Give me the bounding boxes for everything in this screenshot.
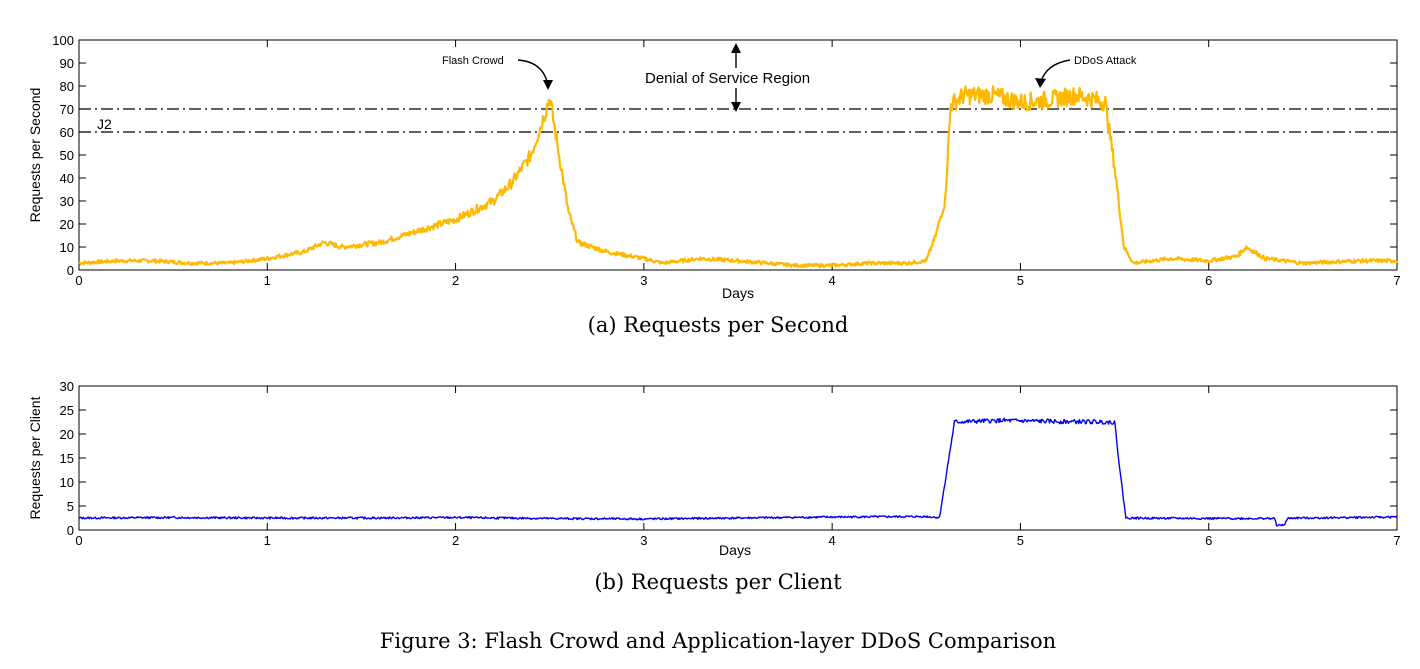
y-tick-label: 30 [60,194,74,209]
y-axis-label: Requests per Client [27,396,43,519]
x-tick-label: 5 [1017,273,1024,288]
y-tick-label: 25 [60,403,74,418]
reference-lines [79,108,1397,133]
x-tick-label: 3 [640,273,647,288]
y-tick-label: 100 [52,33,74,48]
axis-ticks: 0 1 2 3 4 5 6 7 0 5 10 15 20 25 30 [60,379,1401,548]
y-tick-label: 15 [60,451,74,466]
x-tick-label: 4 [829,533,836,548]
annotation-flash-crowd: Flash Crowd [442,55,504,67]
subplot-caption: (b) Requests per Client [594,570,842,594]
series-line [78,85,1398,269]
x-tick-label: 7 [1393,533,1400,548]
annotation-arrowhead-flash-crowd [543,80,553,90]
x-tick-label: 2 [452,273,459,288]
reference-line-label: J2 [97,116,112,132]
y-tick-label: 40 [60,171,74,186]
series-line [78,417,1398,527]
y-tick-label: 0 [67,263,74,278]
annotation-arrow-flash-crowd [517,59,549,87]
x-tick-label: 0 [75,533,82,548]
x-tick-label: 5 [1017,533,1024,548]
x-tick-label: 6 [1205,533,1212,548]
y-axis-label: Requests per Second [27,88,43,223]
y-tick-label: 60 [60,125,74,140]
annotation-arrowhead-ddos-attack [1035,78,1046,88]
dos-region-arrowhead-down [731,102,741,112]
x-tick-label: 1 [264,533,271,548]
y-tick-label: 20 [60,427,74,442]
y-tick-label: 90 [60,56,74,71]
x-axis-label: Days [719,542,751,558]
x-tick-label: 6 [1205,273,1212,288]
annotation-denial-of-service-region: Denial of Service Region [645,70,810,87]
x-tick-label: 3 [640,533,647,548]
x-tick-label: 1 [264,273,271,288]
y-tick-label: 80 [60,79,74,94]
subplot-caption: (a) Requests per Second [588,313,849,337]
y-tick-label: 20 [60,217,74,232]
y-tick-label: 0 [67,523,74,538]
x-axis-label: Days [722,285,754,301]
figure-caption: Figure 3: Flash Crowd and Application-la… [380,629,1056,653]
y-tick-label: 5 [67,499,74,514]
plot-frame [78,385,1398,531]
dos-region-arrowhead-up [731,43,741,53]
y-tick-label: 50 [60,148,74,163]
panel-requests-per-client: 0 1 2 3 4 5 6 7 0 5 10 15 20 25 30 Days Requests per C… [27,379,1401,594]
x-tick-label: 7 [1393,273,1400,288]
annotation-arrow-ddos-attack [1040,59,1071,83]
y-tick-label: 10 [60,240,74,255]
x-tick-label: 4 [829,273,836,288]
y-tick-label: 10 [60,475,74,490]
annotation-ddos-attack: DDoS Attack [1074,55,1137,67]
x-tick-label: 2 [452,533,459,548]
y-tick-label: 70 [60,102,74,117]
y-tick-label: 30 [60,379,74,394]
x-tick-label: 0 [75,273,82,288]
